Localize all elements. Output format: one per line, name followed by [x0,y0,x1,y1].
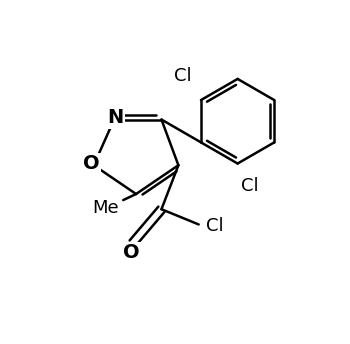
Text: Me: Me [92,198,119,216]
Text: Cl: Cl [241,176,258,195]
Text: N: N [108,108,124,127]
Text: O: O [83,154,99,173]
Text: O: O [123,243,139,262]
Text: Cl: Cl [174,67,191,85]
Text: Cl: Cl [206,217,224,235]
